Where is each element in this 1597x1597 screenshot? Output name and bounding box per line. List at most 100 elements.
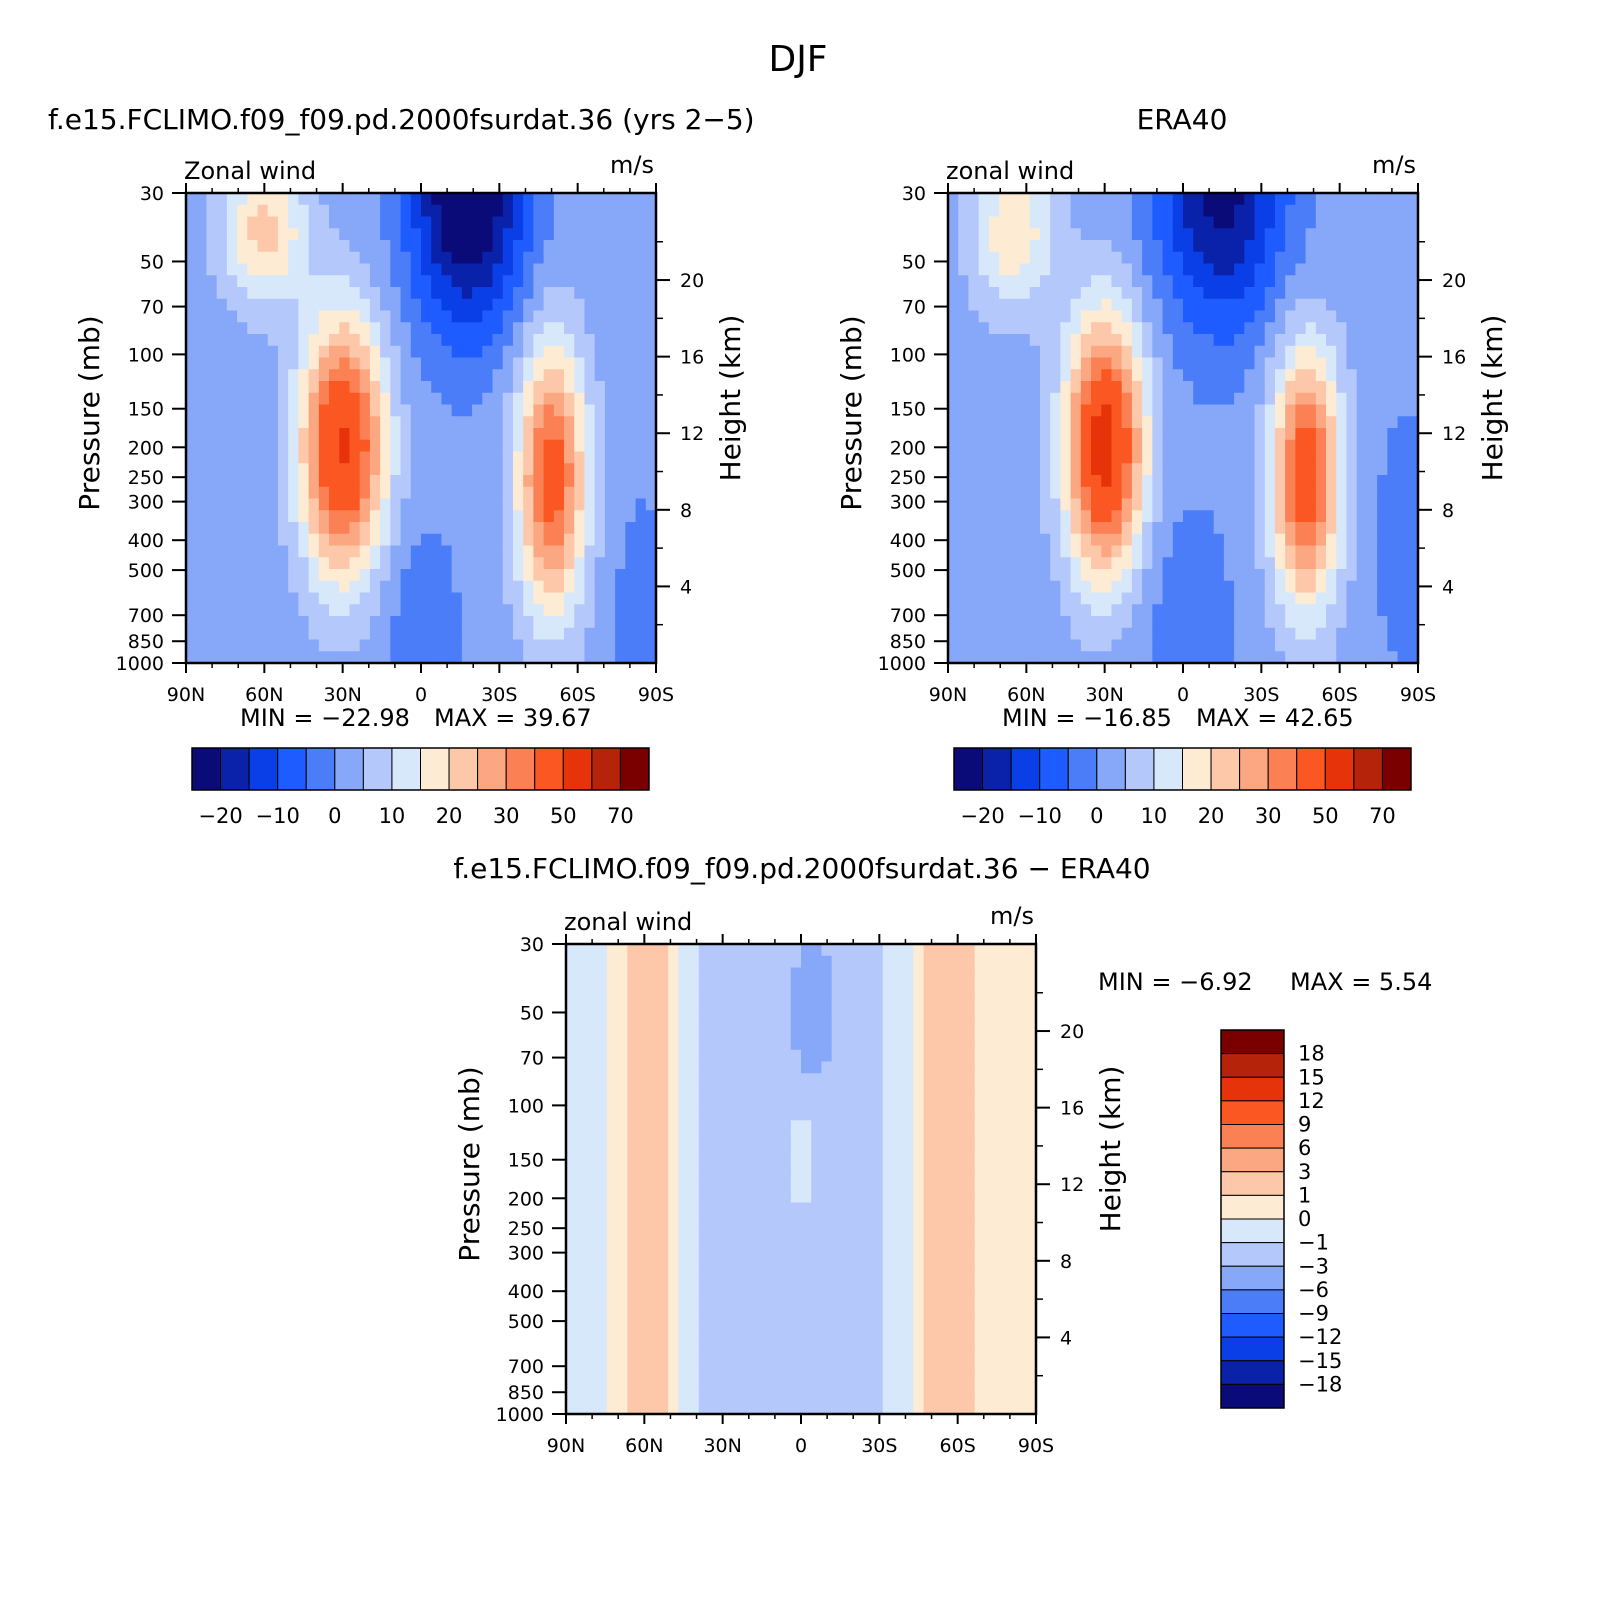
contour-cell bbox=[226, 310, 238, 323]
contour-cell bbox=[1326, 439, 1337, 453]
contour-cell bbox=[329, 651, 340, 664]
contour-cell bbox=[1183, 475, 1194, 488]
contour-cell bbox=[678, 1108, 690, 1121]
contour-cell bbox=[441, 204, 453, 218]
contour-cell bbox=[329, 392, 340, 406]
contour-cell bbox=[1203, 639, 1215, 652]
contour-cell bbox=[380, 193, 391, 206]
contour-cell bbox=[584, 228, 596, 241]
contour-cell bbox=[678, 1002, 690, 1016]
contour-cell bbox=[749, 1226, 761, 1239]
contour-cell bbox=[1213, 334, 1225, 347]
contour-cell bbox=[359, 533, 371, 547]
contour-cell bbox=[410, 298, 422, 312]
contour-cell bbox=[1397, 510, 1409, 523]
contour-cell bbox=[780, 1190, 792, 1204]
contour-cell bbox=[349, 334, 361, 347]
contour-cell bbox=[948, 639, 959, 652]
contour-cell bbox=[999, 228, 1010, 241]
contour-cell bbox=[288, 369, 299, 382]
contour-cell bbox=[564, 639, 575, 652]
contour-cell bbox=[1009, 616, 1021, 629]
contour-cell bbox=[948, 275, 959, 288]
contour-cell bbox=[688, 1390, 700, 1403]
contour-cell bbox=[512, 322, 524, 335]
contour-cell bbox=[1264, 345, 1276, 359]
contour-cell bbox=[625, 569, 637, 582]
contour-cell bbox=[574, 451, 586, 464]
contour-cell bbox=[719, 944, 731, 957]
contour-cell bbox=[226, 334, 238, 347]
contour-cell bbox=[1315, 475, 1327, 488]
contour-cell bbox=[1356, 486, 1368, 500]
contour-cell bbox=[999, 510, 1010, 523]
contour-cell bbox=[1285, 204, 1296, 218]
contour-cell bbox=[978, 498, 990, 511]
contour-cell bbox=[1193, 639, 1205, 652]
contour-cell bbox=[308, 463, 320, 476]
contour-cell bbox=[1274, 451, 1286, 464]
contour-cell bbox=[566, 1249, 577, 1262]
contour-cell bbox=[451, 357, 463, 370]
contour-cell bbox=[1111, 216, 1123, 229]
contour-cell bbox=[811, 1061, 823, 1074]
contour-cell bbox=[186, 545, 197, 558]
contour-cell bbox=[1223, 193, 1235, 206]
contour-cell bbox=[451, 428, 463, 441]
contour-cell bbox=[390, 357, 402, 370]
contour-cell bbox=[298, 228, 310, 241]
contour-cell bbox=[1142, 475, 1153, 488]
contour-cell bbox=[288, 522, 299, 535]
contour-cell bbox=[1326, 486, 1337, 500]
contour-cell bbox=[1009, 439, 1021, 453]
contour-cell bbox=[329, 604, 340, 617]
contour-cell bbox=[635, 334, 647, 347]
contour-cell bbox=[216, 486, 228, 500]
contour-cell bbox=[482, 275, 494, 288]
contour-cell bbox=[369, 416, 381, 429]
contour-cell bbox=[533, 404, 545, 417]
contour-cell bbox=[584, 204, 596, 218]
contour-cell bbox=[1193, 522, 1205, 535]
contour-cell bbox=[482, 416, 494, 429]
contour-cell bbox=[625, 392, 637, 406]
contour-cell bbox=[821, 1331, 833, 1345]
contour-cell bbox=[586, 1002, 598, 1016]
contour-cell bbox=[657, 1249, 669, 1262]
contour-cell bbox=[678, 1273, 690, 1286]
contour-cell bbox=[277, 498, 289, 511]
contour-cell bbox=[267, 463, 279, 476]
contour-cell bbox=[615, 251, 626, 265]
contour-cell bbox=[1101, 322, 1113, 335]
contour-cell bbox=[948, 345, 959, 359]
contour-cell bbox=[1193, 651, 1205, 664]
contour-cell bbox=[400, 193, 412, 206]
contour-cell bbox=[606, 1343, 618, 1356]
contour-cell bbox=[978, 310, 990, 323]
contour-cell bbox=[606, 1002, 618, 1016]
contour-cell bbox=[308, 334, 320, 347]
contour-cell bbox=[606, 1014, 618, 1027]
contour-cell bbox=[512, 522, 524, 535]
contour-cell bbox=[1305, 569, 1317, 582]
contour-cell bbox=[237, 287, 248, 300]
contour-cell bbox=[770, 1261, 782, 1274]
contour-cell bbox=[709, 1237, 720, 1251]
contour-cell bbox=[760, 1038, 771, 1051]
contour-cell bbox=[512, 263, 524, 276]
contour-cell bbox=[594, 439, 606, 453]
contour-cell bbox=[1377, 263, 1388, 276]
contour-cell bbox=[948, 569, 959, 582]
contour-cell bbox=[1397, 592, 1409, 605]
contour-cell bbox=[566, 1179, 577, 1192]
contour-cell bbox=[1336, 627, 1348, 641]
contour-cell bbox=[645, 287, 657, 300]
contour-cell bbox=[596, 991, 608, 1004]
contour-cell bbox=[186, 193, 197, 206]
contour-cell bbox=[749, 1214, 761, 1227]
contour-cell bbox=[1070, 510, 1082, 523]
contour-cell bbox=[1019, 428, 1031, 441]
contour-cell bbox=[999, 557, 1010, 570]
contour-cell bbox=[410, 334, 422, 347]
contour-cell bbox=[288, 604, 299, 617]
